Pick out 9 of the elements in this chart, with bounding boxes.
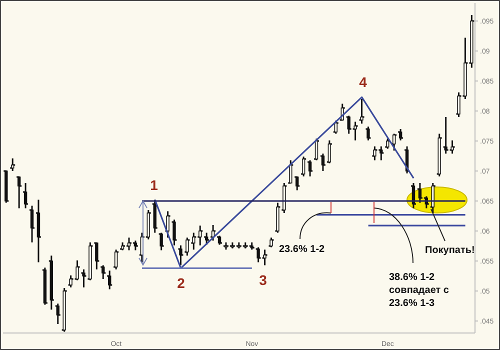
annotation: Покупать! (425, 245, 475, 256)
candlestick (218, 235, 222, 246)
annotation: 23.6% 1-2 (279, 244, 326, 255)
annotation: 4 (359, 74, 368, 90)
annotation: 38.6% 1-2 совпадает с 23.6% 1-3 (389, 272, 450, 309)
annotation: 2 (177, 275, 186, 292)
candlestick (314, 138, 318, 161)
annotation: 3 (259, 272, 268, 288)
annotation: 1 (150, 176, 158, 193)
